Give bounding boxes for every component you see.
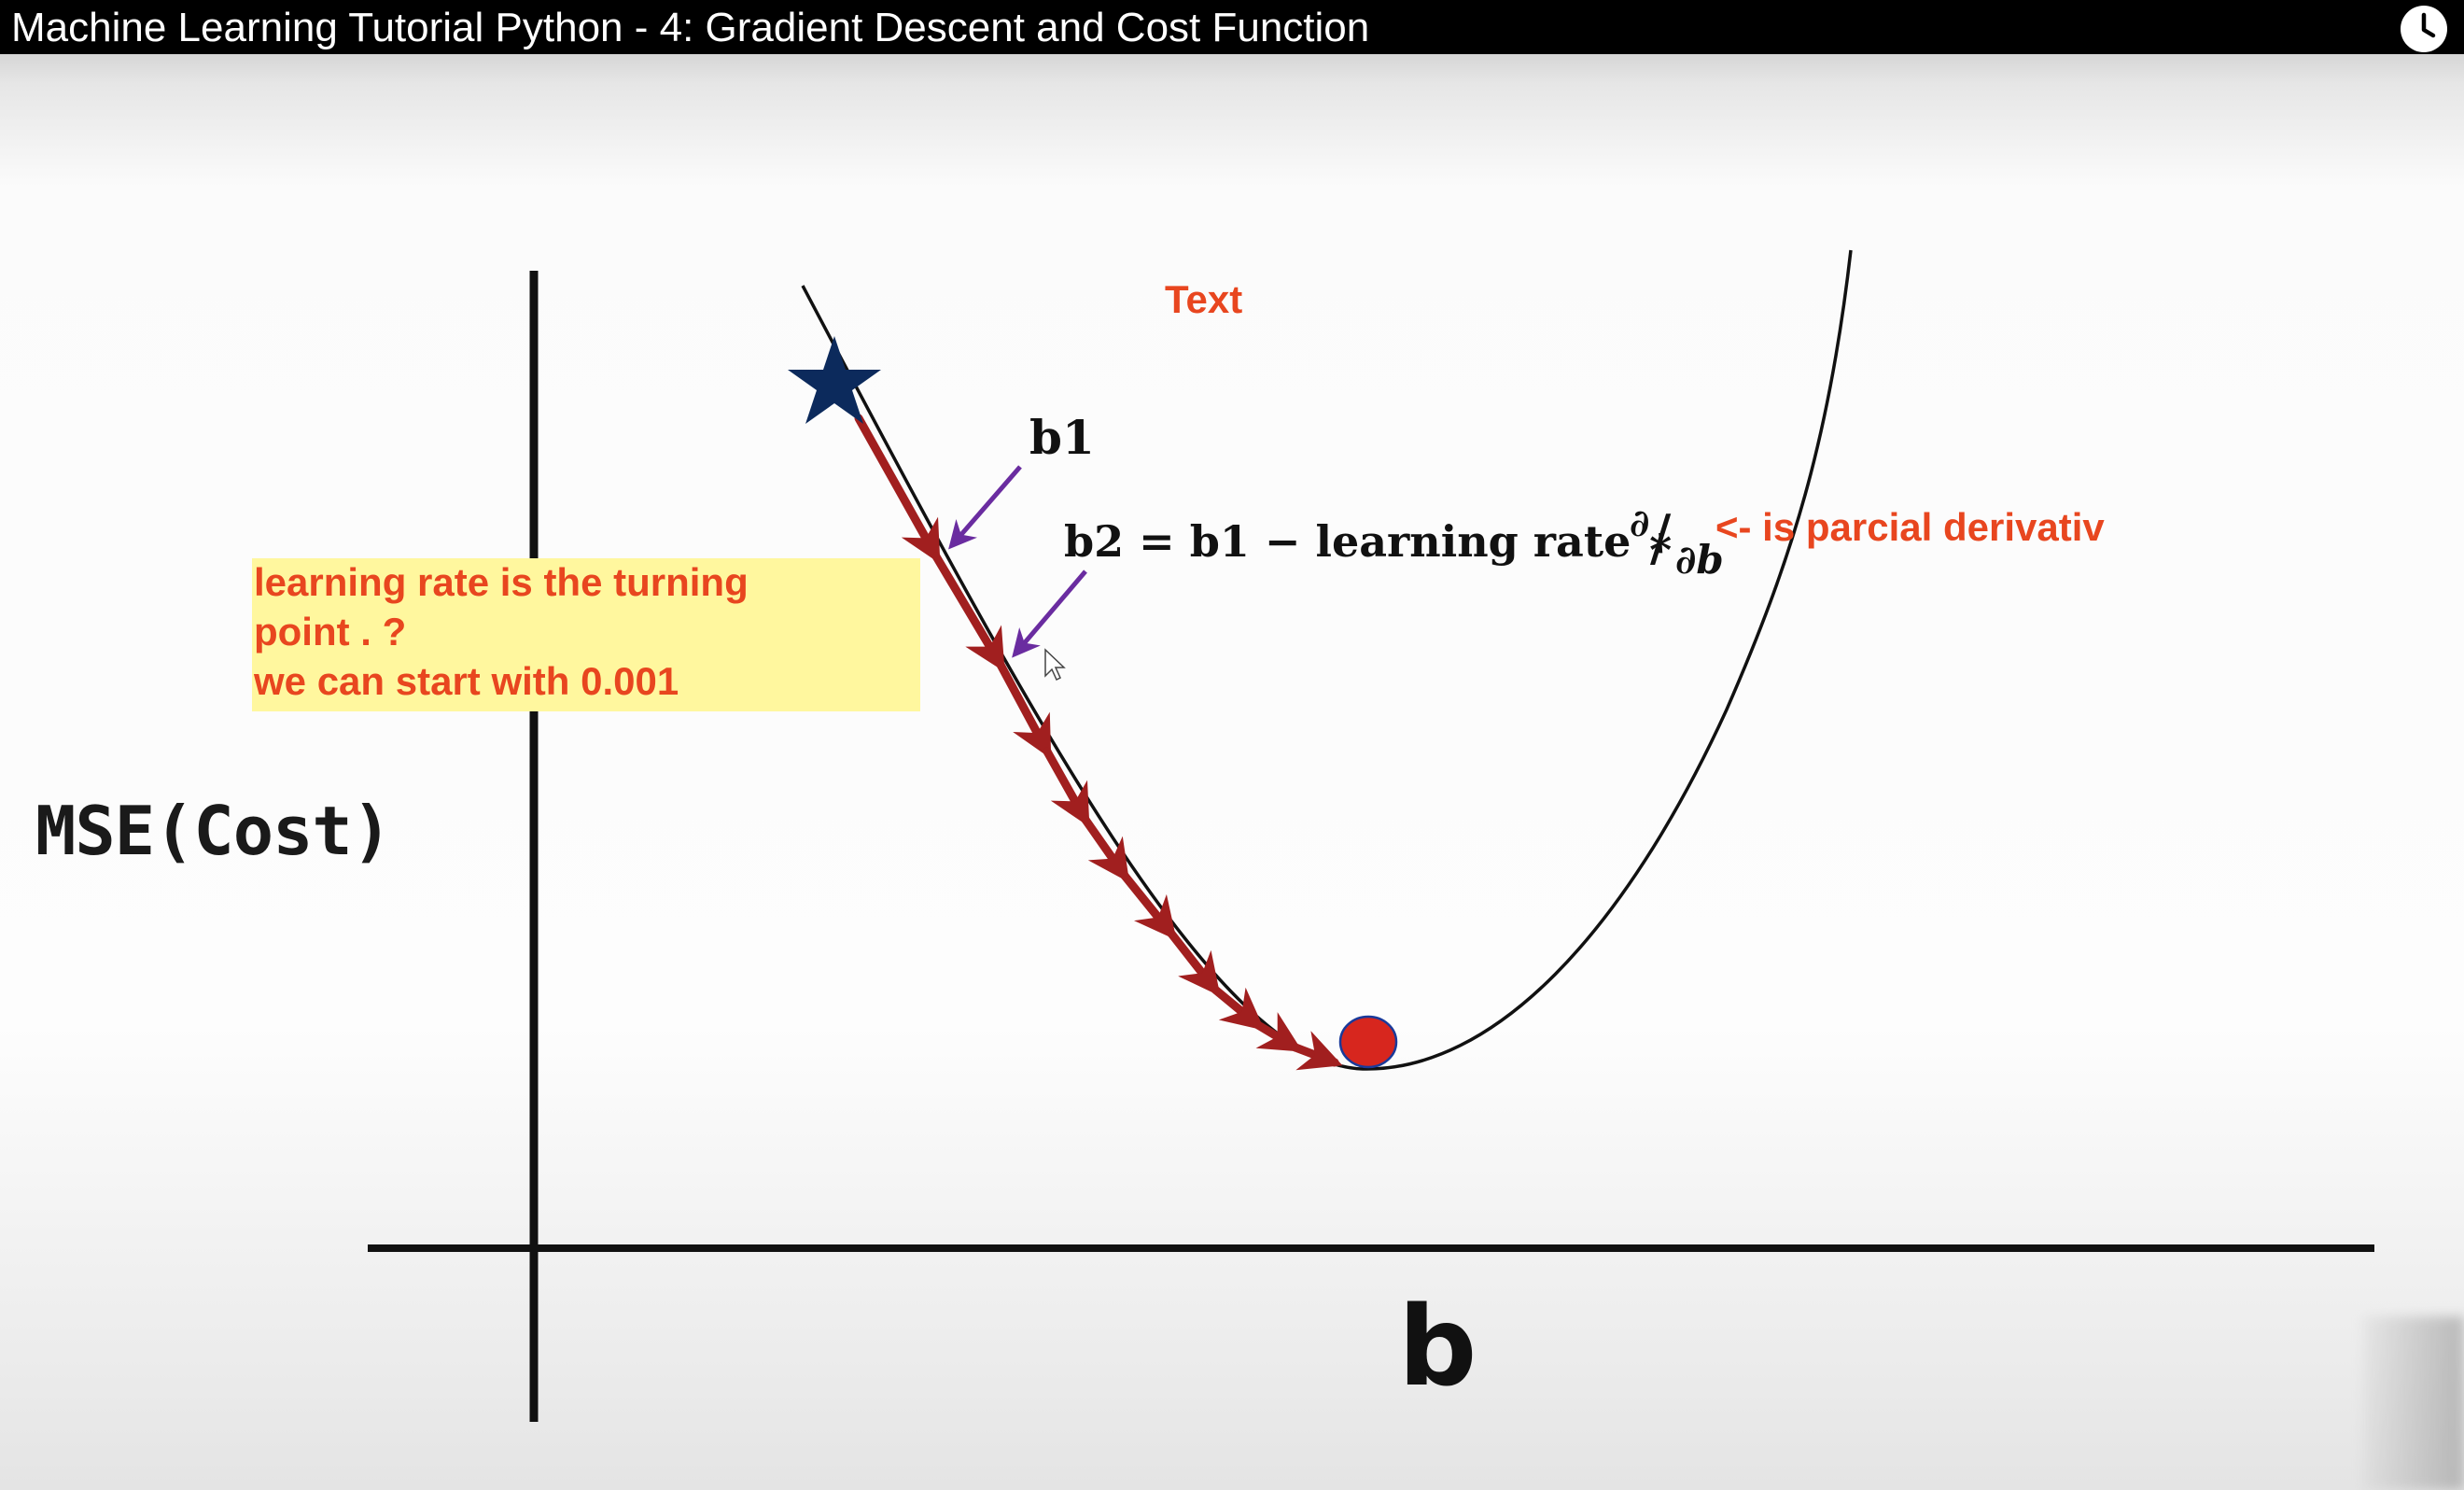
partial-denominator: ∂b xyxy=(1675,537,1724,583)
x-axis-label: b xyxy=(1398,1282,1477,1411)
step-arrow-2 xyxy=(931,552,1005,672)
step-arrow-10 xyxy=(1291,1031,1343,1071)
step-arrow-3 xyxy=(996,660,1052,759)
partial-numerator: ∂ xyxy=(1630,501,1650,545)
video-title[interactable]: Machine Learning Tutorial Python - 4: Gr… xyxy=(11,5,1370,50)
overlay-text-label: Text xyxy=(1165,277,1243,321)
mouse-cursor-icon xyxy=(1044,648,1066,682)
step-arrow-8 xyxy=(1211,985,1265,1031)
b1-label: b1 xyxy=(1029,410,1095,465)
minimum-dot-icon xyxy=(1338,1015,1398,1069)
y-axis-label: MSE(Cost) xyxy=(35,792,392,870)
update-formula: b2 = b1 − learning rate ∗ xyxy=(1064,516,1676,567)
derivative-note: <- is parcial derivativ xyxy=(1715,505,2105,549)
note-line: learning rate is the turning xyxy=(254,560,749,604)
note-line: point . ? xyxy=(254,610,407,654)
step-arrow-7 xyxy=(1167,929,1221,997)
partial-slash: / xyxy=(1650,502,1672,574)
step-arrow-5 xyxy=(1081,815,1130,883)
video-title-bar: Machine Learning Tutorial Python - 4: Gr… xyxy=(0,0,2464,54)
cost-curve xyxy=(801,249,1853,1071)
b2-pointer-arrow xyxy=(1012,569,1087,658)
b1-pointer-arrow xyxy=(948,465,1022,550)
learning-rate-note: learning rate is the turning point . ? w… xyxy=(252,558,920,711)
step-arrow-9 xyxy=(1253,1012,1303,1052)
clock-icon[interactable] xyxy=(2399,4,2449,54)
descent-steps xyxy=(854,414,1343,1071)
step-arrow-4 xyxy=(1043,747,1090,827)
star-icon xyxy=(788,336,881,424)
step-arrow-1 xyxy=(854,414,941,564)
corner-overlay xyxy=(2363,1316,2464,1490)
step-arrow-6 xyxy=(1120,871,1177,941)
note-line: we can start with 0.001 xyxy=(254,659,679,703)
